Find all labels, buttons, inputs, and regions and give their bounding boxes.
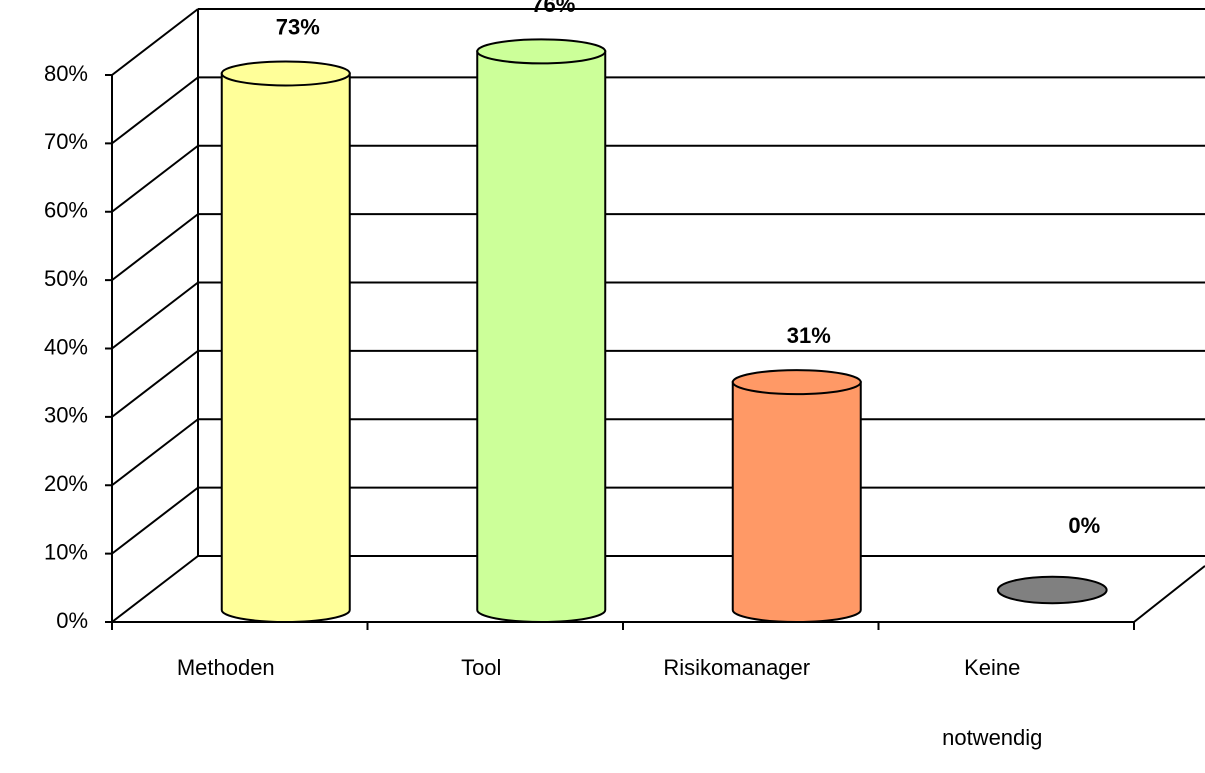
y-tick-label: 30% xyxy=(44,403,88,428)
value-label: 76% xyxy=(531,0,575,17)
grid-diagonal xyxy=(111,213,199,281)
y-tick-label: 50% xyxy=(44,266,88,291)
y-tick-label: 0% xyxy=(56,608,88,633)
x-tick-label: Keine notwendig xyxy=(942,655,1043,750)
grid-diagonal xyxy=(111,144,199,213)
bar-top xyxy=(476,38,607,65)
grid-diagonal xyxy=(111,350,199,418)
page: 0%10%20%30%40%50%60%70%80%73%76%31%0% ((… xyxy=(43,0,1205,750)
value-label: 0% xyxy=(1068,513,1100,538)
grid-diagonal xyxy=(111,486,199,555)
grid-diagonal xyxy=(111,8,199,76)
grid-diagonal xyxy=(111,418,199,487)
y-tick-label: 20% xyxy=(44,471,88,496)
grid-diagonal xyxy=(111,76,199,145)
x-tick-label: Tool xyxy=(461,655,502,680)
grid-diagonal xyxy=(111,555,199,623)
y-tick-label: 60% xyxy=(44,198,88,223)
chart: 0% 10% 20% 30% 40% 50% 60% 70% 80% 73% 76% 31% 0% xyxy=(44,0,1205,633)
bar xyxy=(476,50,607,623)
bar-top xyxy=(220,60,351,87)
bar xyxy=(731,381,862,623)
y-tick-label: 70% xyxy=(44,129,88,154)
grid-diagonal xyxy=(111,281,199,350)
x-tick-label: Methoden xyxy=(176,655,275,680)
bar xyxy=(996,575,1108,605)
y-tick-label: 80% xyxy=(44,61,88,86)
floor-right xyxy=(1133,565,1205,623)
bar-top xyxy=(731,369,862,396)
y-tick-label: 10% xyxy=(44,539,88,564)
bar xyxy=(220,72,351,623)
x-tick-label: Risikomanager xyxy=(663,655,811,680)
value-label: 73% xyxy=(276,14,320,39)
value-label: 31% xyxy=(787,323,831,348)
y-tick-label: 40% xyxy=(44,334,88,359)
